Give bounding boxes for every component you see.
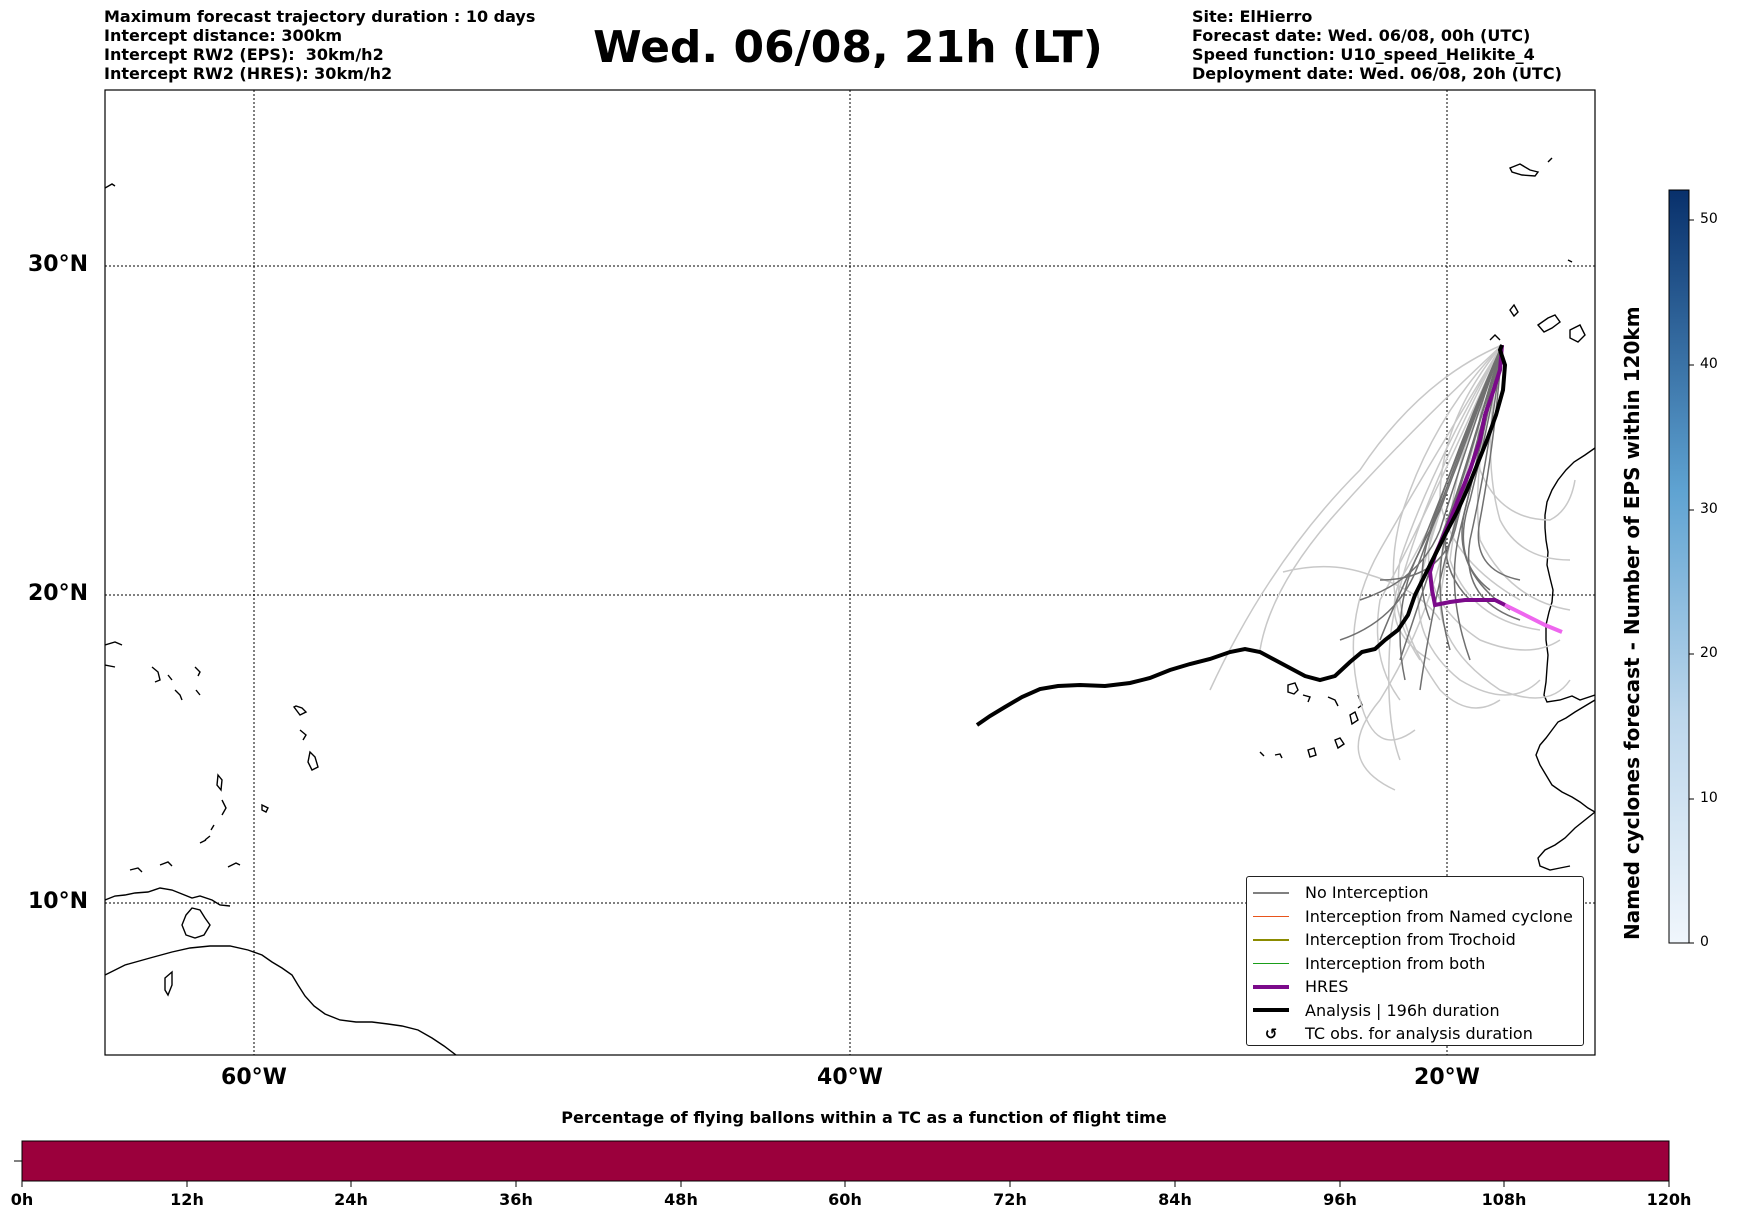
lat-label-20n: 20°N	[27, 581, 88, 606]
colorbar-ticks	[1689, 219, 1694, 944]
flight-time-tick-36h: 36h	[499, 1190, 533, 1209]
flight-time-bar-ticks	[14, 1160, 1670, 1187]
flight-time-bar	[21, 1140, 1670, 1182]
legend-item-no-interception: No Interception	[1253, 881, 1577, 905]
site-text: Site: ElHierro	[1192, 7, 1313, 26]
flight-time-tick-108h: 108h	[1481, 1190, 1527, 1209]
colorbar-title: Named cyclones forecast - Number of EPS …	[1620, 306, 1644, 940]
rotate-marker-icon: ↺	[1264, 1024, 1278, 1043]
site-info: Site: ElHierro Forecast date: Wed. 06/08…	[1192, 7, 1562, 83]
colorbar-tick-30: 30	[1700, 501, 1718, 517]
speed-function-text: Speed function: U10_speed_Helikite_4	[1192, 45, 1535, 64]
hres-trajectory-end	[1504, 603, 1563, 634]
lat-label-10n: 10°N	[27, 889, 88, 914]
forecast-parameters: Maximum forecast trajectory duration : 1…	[104, 7, 535, 83]
legend: No Interception Interception from Named …	[1246, 876, 1584, 1046]
flight-time-tick-48h: 48h	[664, 1190, 698, 1209]
colorbar-tick-50: 50	[1700, 211, 1718, 227]
colorbar-tick-40: 40	[1700, 356, 1718, 372]
lon-label-60w: 60°W	[221, 1065, 287, 1090]
deployment-date-text: Deployment date: Wed. 06/08, 20h (UTC)	[1192, 64, 1562, 83]
legend-item-named-cyclone: Interception from Named cyclone	[1253, 905, 1577, 929]
flight-time-tick-0h: 0h	[10, 1190, 34, 1209]
legend-item-trochoid: Interception from Trochoid	[1253, 928, 1577, 952]
legend-item-both: Interception from both	[1253, 952, 1577, 976]
eps-trajectories-light	[1209, 344, 1576, 791]
flight-time-tick-24h: 24h	[334, 1190, 368, 1209]
intercept-distance-text: Intercept distance: 300km	[104, 26, 343, 45]
legend-item-analysis: Analysis | 196h duration	[1253, 999, 1577, 1023]
colorbar-tick-0: 0	[1700, 934, 1709, 950]
max-duration-text: Maximum forecast trajectory duration : 1…	[104, 7, 536, 26]
map-frame	[104, 89, 1596, 1056]
flight-time-tick-84h: 84h	[1158, 1190, 1192, 1209]
flight-time-tick-120h: 120h	[1646, 1190, 1692, 1209]
legend-item-hres: HRES	[1253, 975, 1577, 999]
flight-time-tick-96h: 96h	[1323, 1190, 1357, 1209]
flight-time-bar-title: Percentage of flying ballons within a TC…	[561, 1108, 1167, 1127]
legend-item-tc-obs: ↺ TC obs. for analysis duration	[1264, 1024, 1533, 1044]
flight-time-tick-72h: 72h	[993, 1190, 1027, 1209]
colorbar	[1668, 189, 1690, 944]
intercept-rw2-eps-text: Intercept RW2 (EPS): 30km/h2	[104, 45, 384, 64]
colorbar-tick-20: 20	[1700, 645, 1718, 661]
coastlines	[105, 157, 1595, 1055]
flight-time-tick-12h: 12h	[170, 1190, 204, 1209]
lon-label-40w: 40°W	[817, 1065, 883, 1090]
colorbar-tick-10: 10	[1700, 790, 1718, 806]
forecast-date-text: Forecast date: Wed. 06/08, 00h (UTC)	[1192, 26, 1531, 45]
page-title: Wed. 06/08, 21h (LT)	[593, 22, 1103, 73]
analysis-trajectory	[975, 344, 1508, 727]
flight-time-tick-60h: 60h	[828, 1190, 862, 1209]
intercept-rw2-hres-text: Intercept RW2 (HRES): 30km/h2	[104, 64, 393, 83]
lat-label-30n: 30°N	[27, 252, 88, 277]
lon-label-20w: 20°W	[1414, 1065, 1480, 1090]
